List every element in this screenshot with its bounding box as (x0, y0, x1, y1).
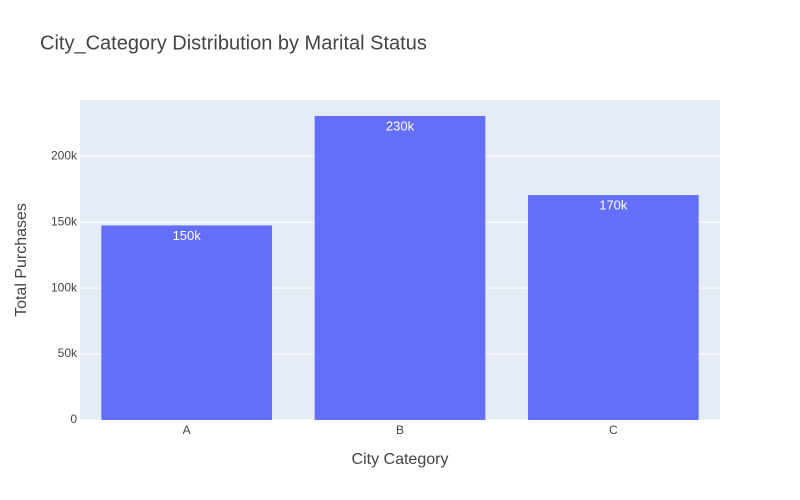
x-tick-label: C (609, 423, 618, 437)
bar (528, 195, 699, 420)
y-tick-label: 200k (51, 148, 78, 162)
bar (101, 225, 272, 420)
bar (314, 115, 486, 421)
x-tick-label: A (183, 423, 191, 437)
x-tick-label: B (396, 423, 404, 437)
y-tick-label: 50k (58, 346, 78, 360)
chart-title: City_Category Distribution by Marital St… (40, 32, 427, 54)
y-axis-title: Total Purchases (13, 203, 30, 317)
y-tick-label: 100k (51, 280, 78, 294)
data-label: 230k (386, 118, 415, 133)
data-label: 150k (173, 228, 202, 243)
data-label: 170k (599, 198, 628, 213)
x-axis-title: City Category (352, 451, 449, 468)
y-tick-label: 0 (70, 412, 77, 426)
y-tick-label: 150k (51, 214, 78, 228)
